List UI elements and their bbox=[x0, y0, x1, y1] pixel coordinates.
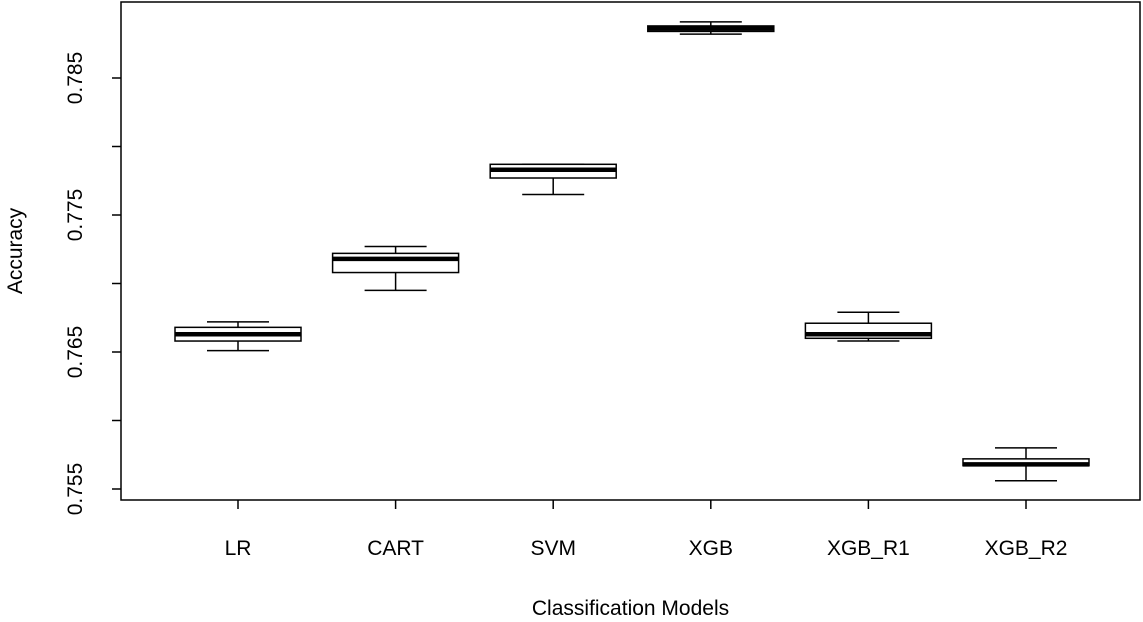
x-axis: LR CART SVM XGB XGB_R1 XGB_R2 bbox=[225, 500, 1068, 560]
box-xgb-r1 bbox=[804, 311, 933, 342]
y-axis: 0.755 0.765 0.775 0.785 bbox=[64, 52, 121, 516]
box-lr bbox=[174, 321, 302, 352]
iqr-box bbox=[331, 252, 460, 274]
x-tick-label: XGB bbox=[689, 537, 733, 560]
box-svm bbox=[489, 163, 617, 196]
box-series bbox=[174, 21, 1090, 482]
y-axis-title: Accuracy bbox=[4, 207, 27, 294]
box-xgb-r2 bbox=[962, 447, 1090, 482]
y-tick-label: 0.775 bbox=[64, 189, 87, 242]
y-tick-label: 0.765 bbox=[64, 326, 87, 379]
x-tick-label: LR bbox=[225, 537, 252, 560]
y-tick-label: 0.785 bbox=[64, 52, 87, 105]
box-cart bbox=[331, 245, 460, 292]
x-tick-label: XGB_R1 bbox=[827, 537, 910, 560]
x-axis-title: Classification Models bbox=[532, 597, 729, 620]
box-xgb bbox=[647, 21, 775, 35]
y-tick-label: 0.755 bbox=[64, 463, 87, 516]
x-tick-label: SVM bbox=[530, 537, 576, 560]
x-tick-label: XGB_R2 bbox=[985, 537, 1068, 560]
x-tick-label: CART bbox=[367, 537, 424, 560]
plot-frame bbox=[120, 1, 1141, 501]
